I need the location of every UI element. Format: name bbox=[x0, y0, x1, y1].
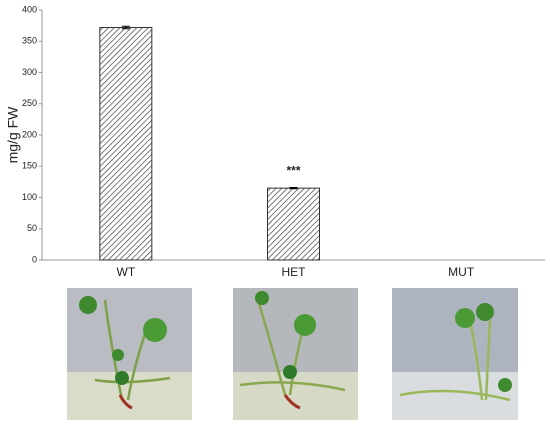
bar bbox=[99, 27, 153, 261]
y-axis-label: mg/g FW bbox=[5, 106, 21, 164]
error-bar bbox=[121, 25, 130, 30]
y-tick-label: 300 bbox=[22, 67, 37, 77]
y-tick-label: 400 bbox=[22, 4, 37, 14]
bar bbox=[267, 187, 320, 261]
y-tick-label: 50 bbox=[27, 223, 37, 233]
error-bar bbox=[289, 187, 298, 190]
photo bbox=[392, 288, 518, 420]
y-tick-label: 250 bbox=[22, 98, 37, 108]
annotation: *** bbox=[286, 163, 300, 177]
y-tick-label: 0 bbox=[32, 254, 37, 264]
x-tick-label: MUT bbox=[448, 265, 475, 279]
photo bbox=[67, 288, 192, 420]
y-tick-label: 200 bbox=[22, 129, 37, 139]
photos bbox=[67, 288, 518, 420]
x-tick-label: HET bbox=[282, 265, 307, 279]
y-tick-label: 150 bbox=[22, 161, 37, 171]
y-tick-label: 350 bbox=[22, 36, 37, 46]
photo bbox=[233, 288, 358, 420]
y-tick-label: 100 bbox=[22, 192, 37, 202]
x-tick-label: WT bbox=[117, 265, 136, 279]
